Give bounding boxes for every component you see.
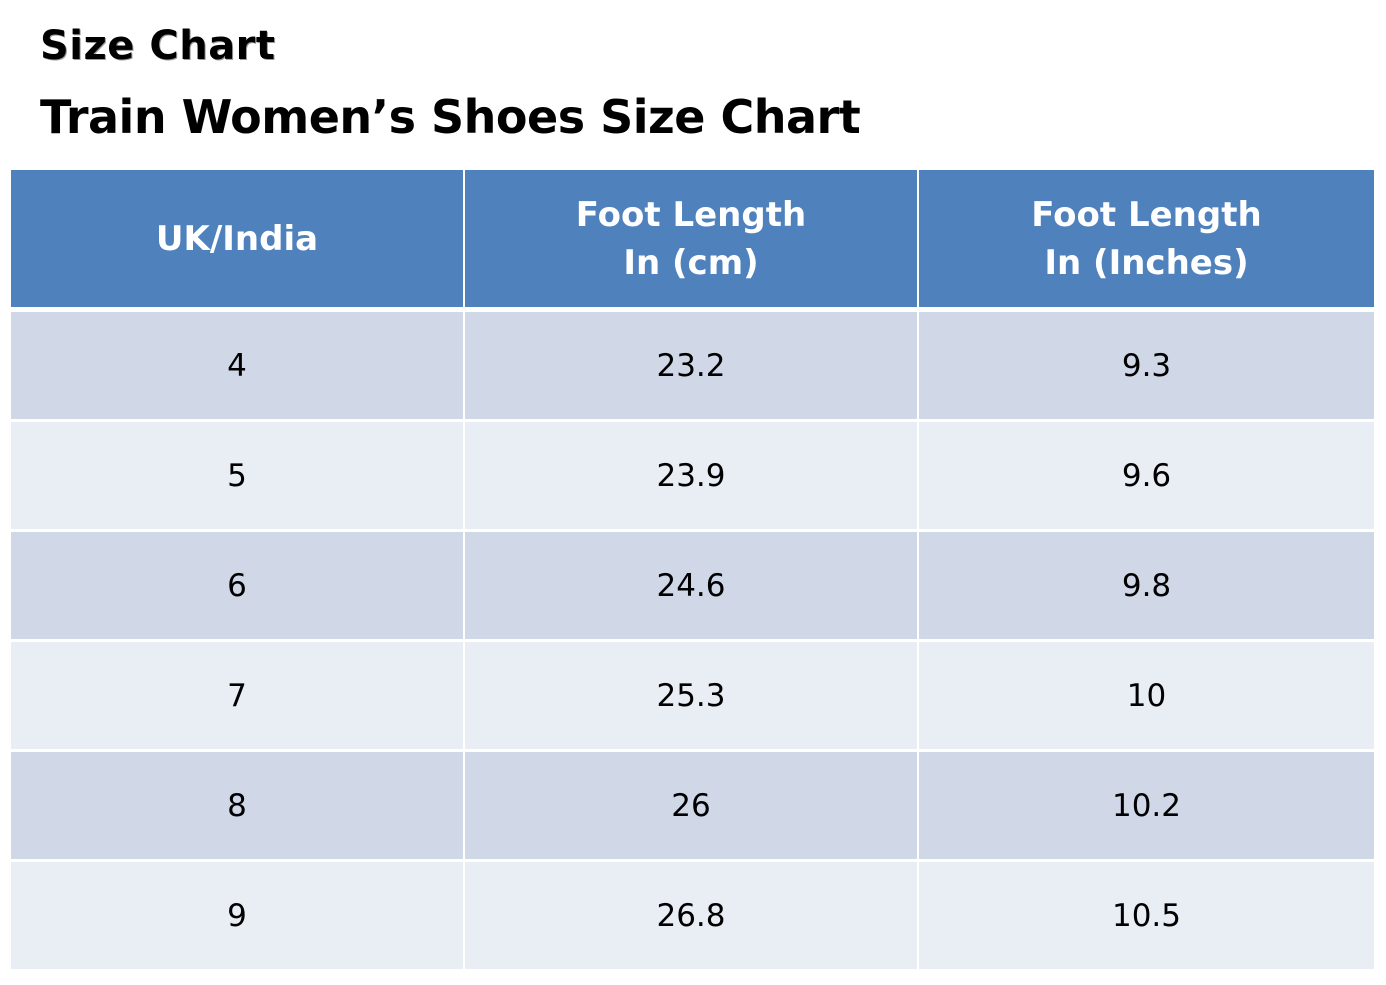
table-header: UK/India Foot Length In (cm) Foot Length… (11, 170, 1374, 312)
cell-uk-india: 6 (11, 530, 465, 642)
cell-foot-length-inches: 10.5 (918, 860, 1374, 972)
table-row: 9 26.8 10.5 (11, 860, 1374, 972)
table-row: 5 23.9 9.6 (11, 420, 1374, 532)
cell-foot-length-cm: 25.3 (464, 640, 919, 752)
cell-foot-length-inches: 10.2 (918, 750, 1374, 862)
header-foot-length-cm-line1: Foot Length (575, 194, 807, 235)
header-foot-length-inches-line2: In (Inches) (1044, 242, 1249, 283)
cell-foot-length-cm: 26.8 (464, 860, 919, 972)
cell-uk-india: 9 (11, 860, 465, 972)
cell-foot-length-inches: 9.3 (918, 309, 1374, 422)
table-row: 8 26 10.2 (11, 750, 1374, 862)
cell-foot-length-inches: 10 (918, 640, 1374, 752)
cell-uk-india: 8 (11, 750, 465, 862)
table-body: 4 23.2 9.3 5 23.9 9.6 6 24.6 9.8 7 25.3 … (11, 309, 1374, 972)
table-row: 4 23.2 9.3 (11, 309, 1374, 422)
header-foot-length-cm: Foot Length In (cm) (464, 170, 919, 312)
page-heading: Size Chart (40, 23, 276, 69)
table-row: 6 24.6 9.8 (11, 530, 1374, 642)
header-row: UK/India Foot Length In (cm) Foot Length… (11, 170, 1374, 312)
cell-uk-india: 4 (11, 309, 465, 422)
cell-foot-length-inches: 9.6 (918, 420, 1374, 532)
cell-foot-length-inches: 9.8 (918, 530, 1374, 642)
cell-uk-india: 5 (11, 420, 465, 532)
header-foot-length-inches: Foot Length In (Inches) (918, 170, 1374, 312)
chart-title: Train Women’s Shoes Size Chart (40, 90, 861, 144)
cell-foot-length-cm: 24.6 (464, 530, 919, 642)
cell-foot-length-cm: 26 (464, 750, 919, 862)
cell-uk-india: 7 (11, 640, 465, 752)
header-foot-length-inches-line1: Foot Length (1031, 194, 1262, 235)
cell-foot-length-cm: 23.9 (464, 420, 919, 532)
size-chart-table: UK/India Foot Length In (cm) Foot Length… (11, 170, 1374, 972)
cell-foot-length-cm: 23.2 (464, 309, 919, 422)
header-foot-length-cm-line2: In (cm) (623, 242, 759, 283)
header-uk-india-label: UK/India (155, 218, 319, 259)
header-uk-india: UK/India (11, 170, 465, 312)
table-row: 7 25.3 10 (11, 640, 1374, 752)
